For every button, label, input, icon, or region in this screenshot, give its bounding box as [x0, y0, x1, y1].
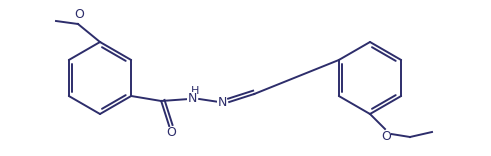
Text: N: N	[218, 95, 227, 109]
Text: O: O	[166, 127, 176, 139]
Text: O: O	[74, 8, 84, 22]
Text: N: N	[188, 92, 197, 105]
Text: H: H	[191, 86, 199, 96]
Text: O: O	[381, 131, 391, 144]
